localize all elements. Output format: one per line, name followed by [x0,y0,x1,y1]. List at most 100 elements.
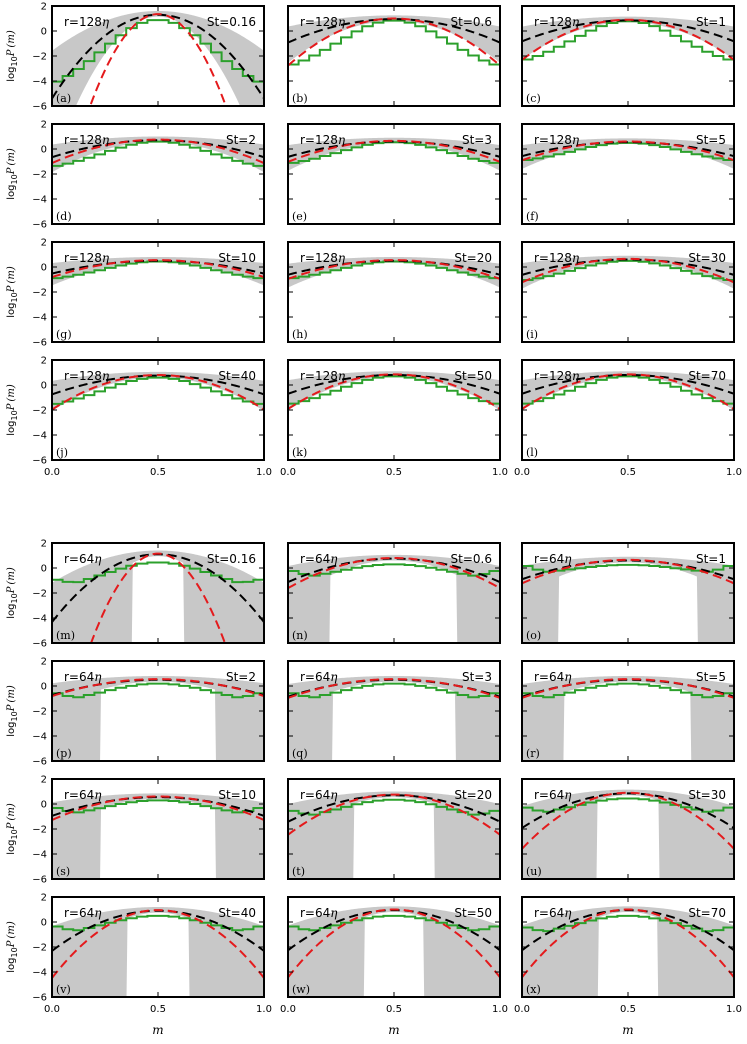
panel-h: r=128η St=20 (h) [287,241,501,343]
r-label-symbol: η [102,369,110,383]
st-label: St=20 [454,251,492,265]
panel-u: r=64η St=30 (u) [521,778,735,880]
r-label: r=128η [534,369,580,383]
grey-band [522,789,734,879]
ylabel-log: log [6,302,17,317]
r-label-symbol: η [338,369,346,383]
r-label-text: r=128 [534,369,572,383]
r-label: r=128η [300,15,346,29]
xtick-label: 0.0 [280,467,296,478]
r-label-symbol: η [102,251,110,265]
st-label: St=20 [454,788,492,802]
r-label-symbol: η [338,15,346,29]
ytick-label: −2 [32,288,47,299]
ylabel-log: log [6,184,17,199]
r-label-symbol: η [572,251,580,265]
panel-g: −6 −4 −2 0 2 r=128η St=10 (g) log10P (m) [6,238,265,349]
xtick-label: 0.5 [150,1004,166,1015]
ylabel: log10P (m) [6,30,19,82]
histogram [52,799,264,814]
r-label-text: r=128 [534,133,572,147]
r-label-text: r=64 [534,788,564,802]
r-label-symbol: η [94,670,102,684]
grey-band [288,371,500,411]
panel-c: r=128η St=1 (c) [521,5,735,107]
panel-i: r=128η St=30 (i) [521,241,735,343]
panel-r: r=64η St=5 (r) [521,660,735,762]
ylabel-log: log [6,420,17,435]
r-label: r=64η [64,552,102,566]
histogram [522,259,734,282]
st-label: St=3 [462,133,492,147]
plot-area [52,550,264,643]
black-dashed-curve [522,792,734,829]
grey-band [288,906,500,997]
r-label: r=128η [534,251,580,265]
panel-id: (j) [56,446,68,459]
panel-id: (o) [526,629,541,642]
xtick-label: 0.0 [44,1004,60,1015]
ytick-label: −2 [32,406,47,417]
r-label-text: r=64 [534,906,564,920]
panel-v: −6 −4 −2 0 2 0.0 0.5 1.0 r=64η St=40 (v) log10P (m) [6,893,272,1016]
panel-m: −6 −4 −2 0 2 r=64η St=0.16 (m) log10P (m) [6,539,265,650]
r-label-symbol: η [330,906,338,920]
ytick-label: 2 [41,539,47,550]
grey-band [288,791,500,879]
histogram [522,375,734,405]
r-label: r=64η [64,670,102,684]
panel-id: (n) [292,629,308,642]
histogram [522,563,734,573]
ylabel-P: P [6,285,17,293]
st-label: St=2 [226,670,256,684]
xtick-label: 1.0 [492,1004,508,1015]
ytick-label: 0 [41,263,47,274]
grey-band [522,556,734,643]
xtick-label: 0.0 [280,1004,296,1015]
panel-id: (f) [526,210,539,223]
r-label: r=64η [534,670,572,684]
panel-id: (p) [56,747,72,760]
grey-band [288,15,500,63]
st-label: St=30 [688,788,726,802]
panel-id: (k) [292,446,307,459]
panel-s: −6 −4 −2 0 2 r=64η St=10 (s) log10P (m) [6,775,265,886]
ylabel-sub: 10 [10,947,19,957]
red-dashed-curve [522,791,734,850]
st-label: St=1 [696,15,726,29]
r-label-symbol: η [564,906,572,920]
ytick-label: −4 [32,732,47,743]
ylabel-arg: (m) [6,30,17,47]
plot-area [288,15,500,67]
ylabel-sub: 10 [10,410,19,420]
st-label: St=5 [696,133,726,147]
histogram [522,141,734,161]
xtick-label: 0.0 [44,467,60,478]
r-label: r=64η [300,906,338,920]
r-label-symbol: η [564,788,572,802]
plot-area [522,556,734,643]
plot-area [522,676,734,761]
panel-j: −6 −4 −2 0 2 0.0 0.5 1.0 r=128η St=40 (j) log10P (m) [6,356,272,479]
r-label: r=128η [534,133,580,147]
xlabel: m [152,1023,163,1037]
xtick-label: 0.5 [150,467,166,478]
panel-id: (s) [56,865,70,878]
red-dashed-curve [52,373,264,411]
ylabel-arg: (m) [6,384,17,401]
xtick-label: 0.5 [386,1004,402,1015]
black-dashed-curve [52,139,264,159]
panel-id: (t) [292,865,305,878]
ylabel: log10P (m) [6,921,19,973]
black-dashed-curve [52,259,264,275]
ytick-label: −4 [32,968,47,979]
ylabel-arg: (m) [6,685,17,702]
red-dashed-curve [522,373,734,410]
plot-area [52,371,264,411]
st-label: St=0.16 [207,552,256,566]
red-dashed-curve [522,908,734,978]
st-label: St=50 [454,906,492,920]
ytick-label: 2 [41,775,47,786]
r-label-symbol: η [330,788,338,802]
panel-id: (l) [526,446,538,459]
